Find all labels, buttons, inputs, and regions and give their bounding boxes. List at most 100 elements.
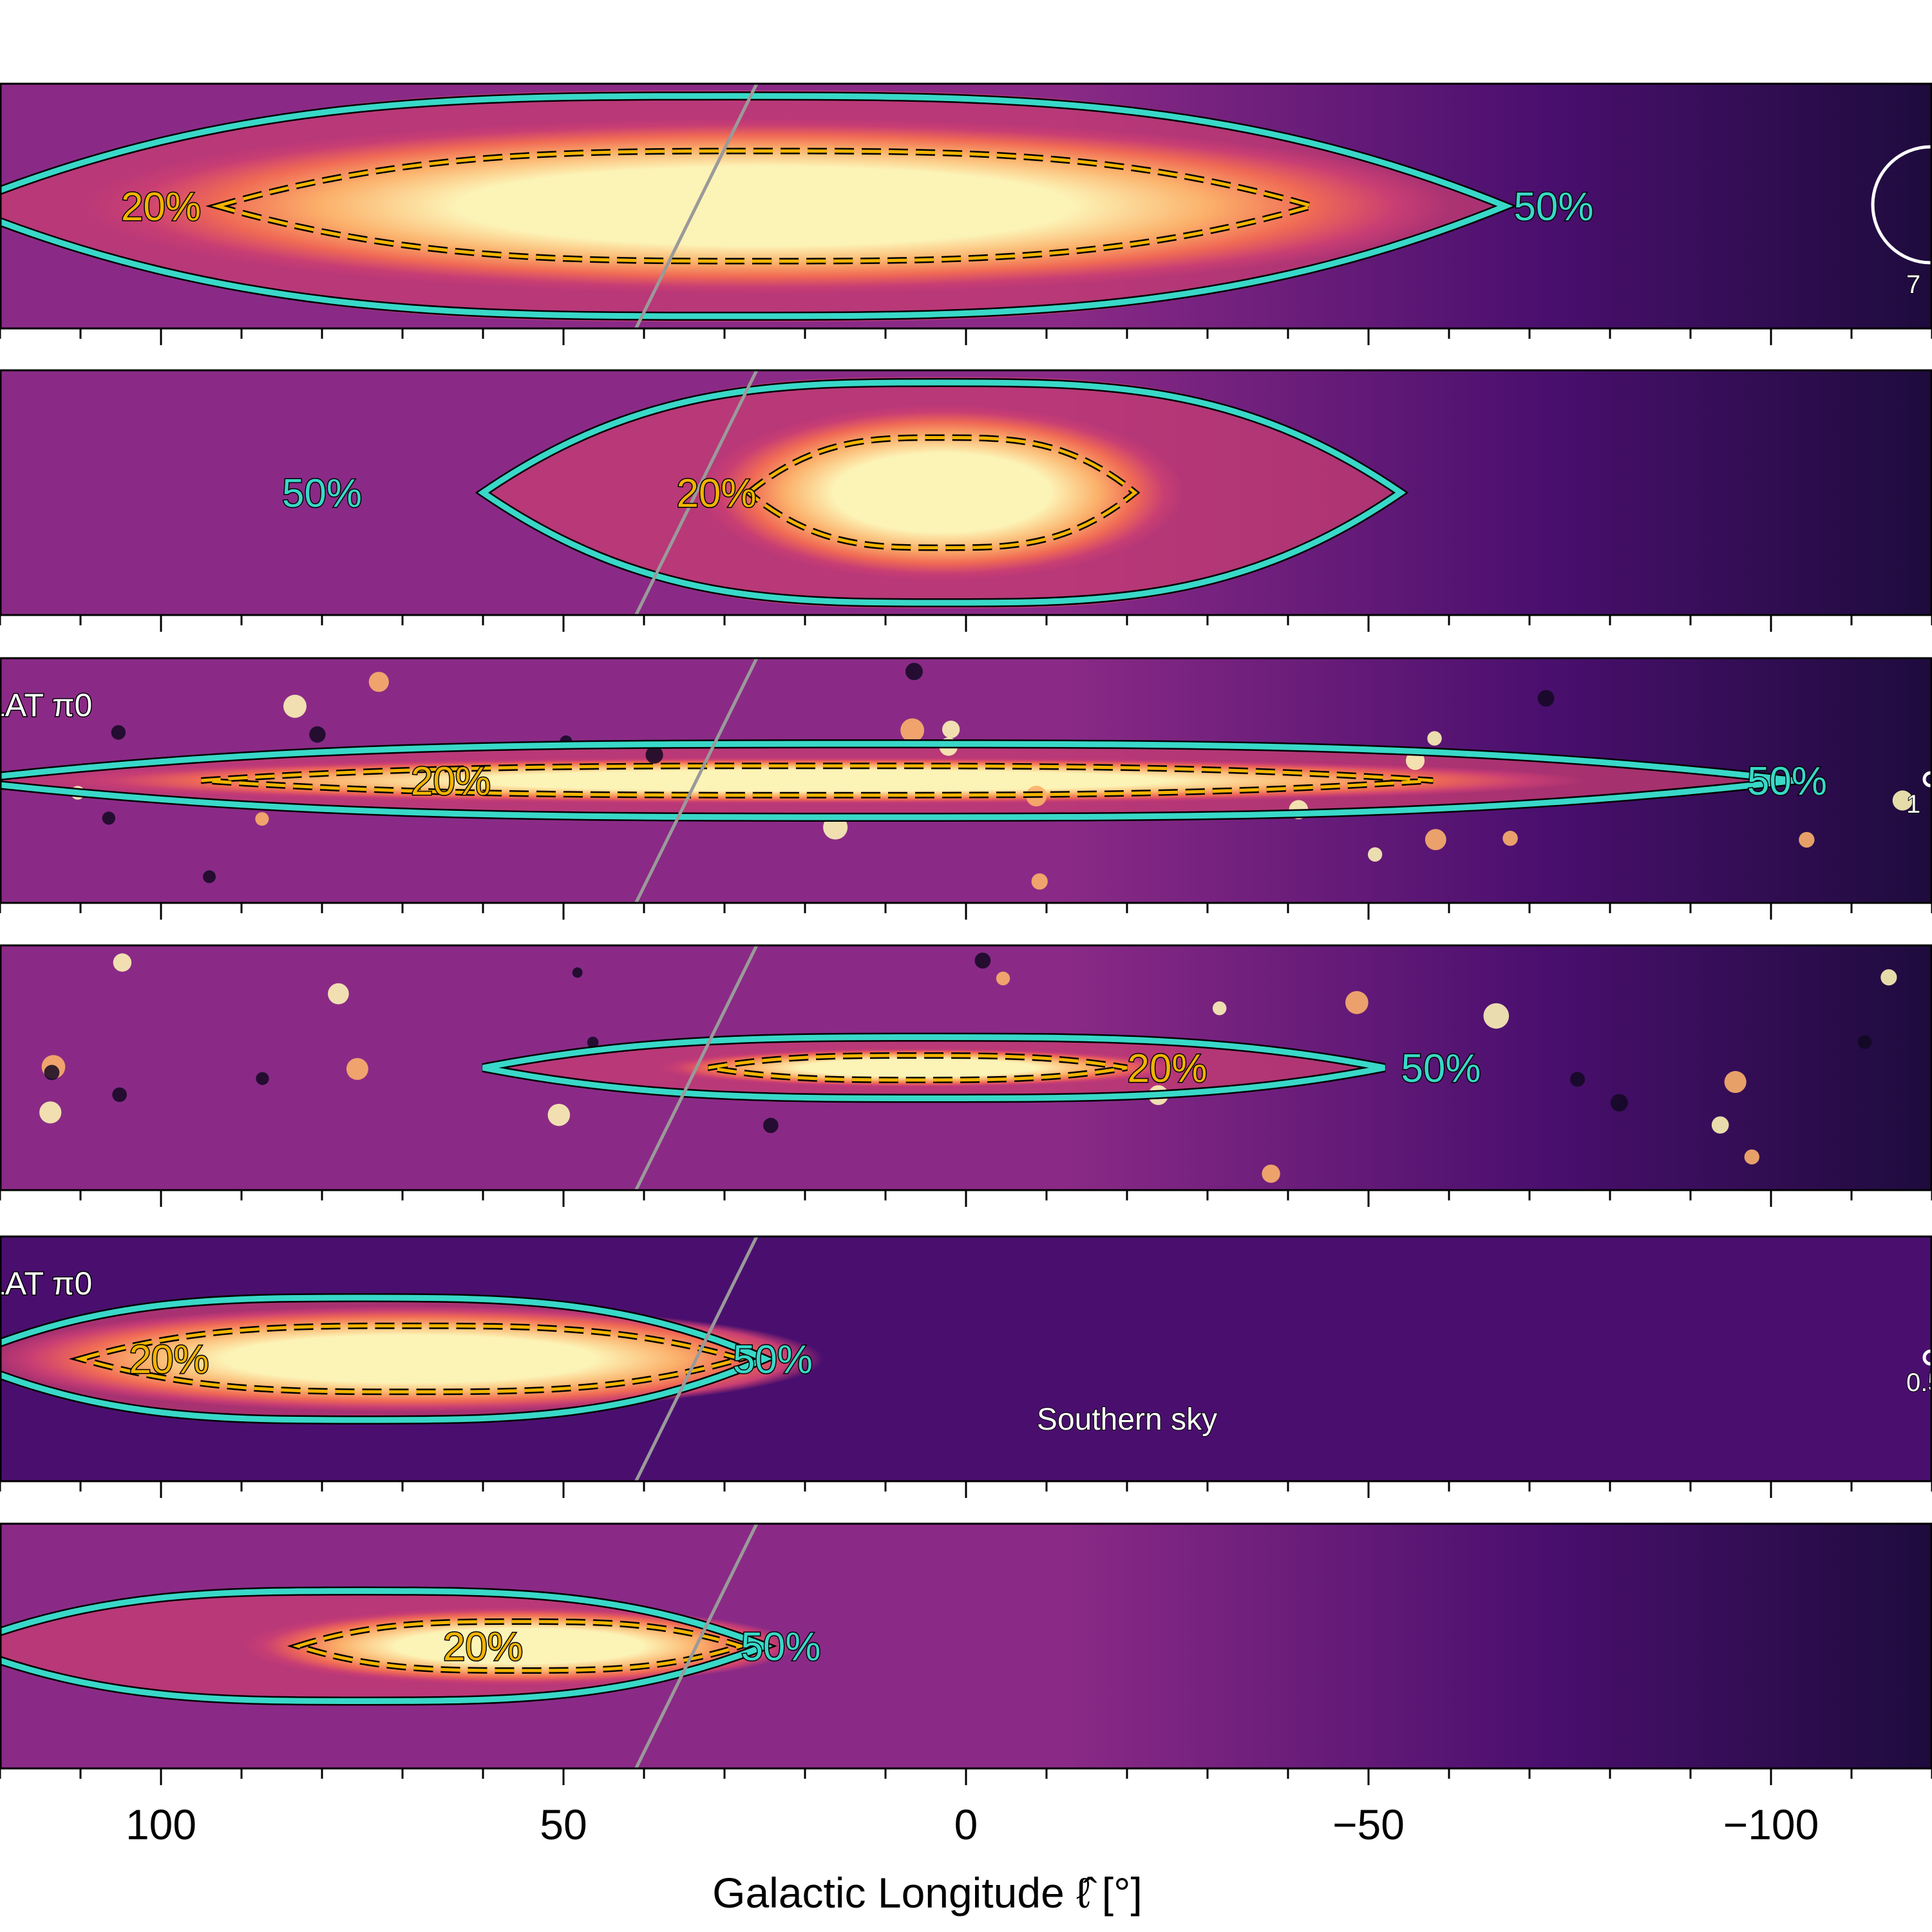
x-tick-label: 100 (126, 1801, 196, 1848)
dark-source (102, 811, 116, 825)
dark-source (1857, 1035, 1872, 1049)
bright-source (1345, 990, 1368, 1014)
bright-source (1427, 731, 1442, 746)
panel-3: 50% 20% LAT π0 1 (0, 657, 1932, 920)
contour-50-label: 50% (741, 1625, 820, 1669)
bright-source (1262, 1164, 1280, 1183)
beam-label: 0.5 (1906, 1368, 1932, 1397)
x-axis-label: Galactic Longitude ℓ̂ [°] (712, 1869, 1142, 1917)
dark-source (111, 725, 126, 740)
sky-annotation: Southern sky (1037, 1403, 1217, 1437)
contour-20-label: 20% (129, 1338, 209, 1382)
contour-50 (0, 741, 1796, 820)
dark-source (112, 1087, 127, 1103)
contour-50 (0, 1588, 773, 1704)
guide-line (634, 370, 759, 615)
contour-50-label: 50% (282, 471, 362, 516)
guide-line (634, 1236, 759, 1481)
dark-source (1569, 1072, 1586, 1087)
contour-50 (482, 1034, 1385, 1101)
panel-image: 50% 20% (0, 370, 1932, 615)
contour-50 (478, 379, 1406, 606)
bright-source (283, 694, 307, 718)
bright-source (900, 718, 925, 743)
beam-label: 7 (1906, 270, 1920, 299)
dark-source (905, 663, 923, 681)
emission-core (700, 404, 1184, 581)
x-tick-label: −50 (1332, 1801, 1405, 1848)
contour-50-label: 50% (1747, 759, 1827, 804)
contour-50 (0, 1294, 772, 1423)
contour-50-label: 50% (1401, 1046, 1481, 1091)
bright-source (1212, 1001, 1227, 1016)
bright-source (328, 983, 349, 1005)
dark-source (974, 952, 991, 969)
panel-image: 50% 20% LAT π0 Southern sky 0.5 (0, 1236, 1932, 1481)
x-tick-label: 50 (540, 1801, 587, 1848)
panel-name: LAT π0 (0, 1265, 92, 1302)
panel-4: 50% 20% (0, 944, 1932, 1207)
contour-20-label: 20% (1127, 1046, 1207, 1091)
bright-source (346, 1057, 368, 1080)
x-tick-label: −100 (1723, 1801, 1819, 1848)
guide-line (634, 945, 759, 1190)
panel-image: 50% 20% (0, 945, 1932, 1190)
contour-20 (746, 435, 1138, 550)
guide-line (634, 658, 759, 903)
bright-source (113, 953, 132, 972)
panel-5: 50% 20% LAT π0 Southern sky 0.5 (0, 1235, 1932, 1498)
dark-source (762, 1117, 779, 1133)
beam-label: 1 (1906, 790, 1920, 819)
panel-image: 50% 20% LAT π0 1 (0, 658, 1932, 903)
emission-core (80, 118, 1449, 294)
bright-source (996, 971, 1010, 986)
bright-source (942, 721, 960, 739)
contour-50-label: 50% (733, 1338, 813, 1382)
bright-source (368, 672, 389, 692)
dark-source (256, 1072, 269, 1085)
contour-20 (201, 764, 1434, 797)
dark-source (44, 1065, 60, 1081)
dark-source (309, 726, 326, 743)
bright-source (255, 812, 269, 826)
x-tick-label: 0 (954, 1801, 978, 1848)
contour-50 (0, 93, 1513, 319)
bright-source (1892, 790, 1913, 811)
dark-source (1610, 1094, 1628, 1112)
bright-source (1502, 831, 1518, 846)
bright-source (1711, 1116, 1729, 1134)
panel-name: LAT π0 (0, 687, 92, 723)
dark-source (572, 967, 583, 978)
contour-20-label: 20% (411, 759, 491, 804)
emission-core (0, 1305, 823, 1412)
bright-source (1724, 1071, 1747, 1094)
dark-source (587, 1036, 599, 1048)
bright-source (39, 1101, 62, 1124)
contour-20-label: 20% (121, 185, 201, 229)
bright-source (1483, 1003, 1510, 1029)
bright-source (547, 1103, 571, 1126)
dark-source (203, 870, 216, 884)
contour-20 (708, 1054, 1128, 1082)
guide-line (634, 84, 759, 328)
contour-20-label: 20% (443, 1625, 523, 1669)
bright-source (1799, 831, 1815, 848)
guide-line (634, 1524, 759, 1768)
bright-source (1880, 969, 1897, 986)
x-axis: 100 50 0 −50 −100 (126, 1801, 1819, 1848)
bright-source (1744, 1149, 1759, 1165)
panels: 50% 20% 7 50% 20% 50% 20% LAT π0 1 50% 20% 50% 20% LA… (0, 82, 1932, 1785)
bright-source (1425, 829, 1446, 851)
dark-source (1537, 690, 1555, 707)
bright-source (1367, 847, 1383, 862)
panel-image: 50% 20% 7 (0, 84, 1932, 328)
panel-2: 50% 20% (0, 369, 1932, 632)
dark-source (645, 746, 663, 764)
contour-20-label: 20% (676, 471, 756, 516)
bright-source (1031, 873, 1048, 890)
contour-20 (74, 1324, 747, 1394)
panel-1: 50% 20% 7 (0, 82, 1932, 345)
contour-50-label: 50% (1513, 185, 1593, 229)
panel-6: 50% 20% (0, 1522, 1932, 1785)
